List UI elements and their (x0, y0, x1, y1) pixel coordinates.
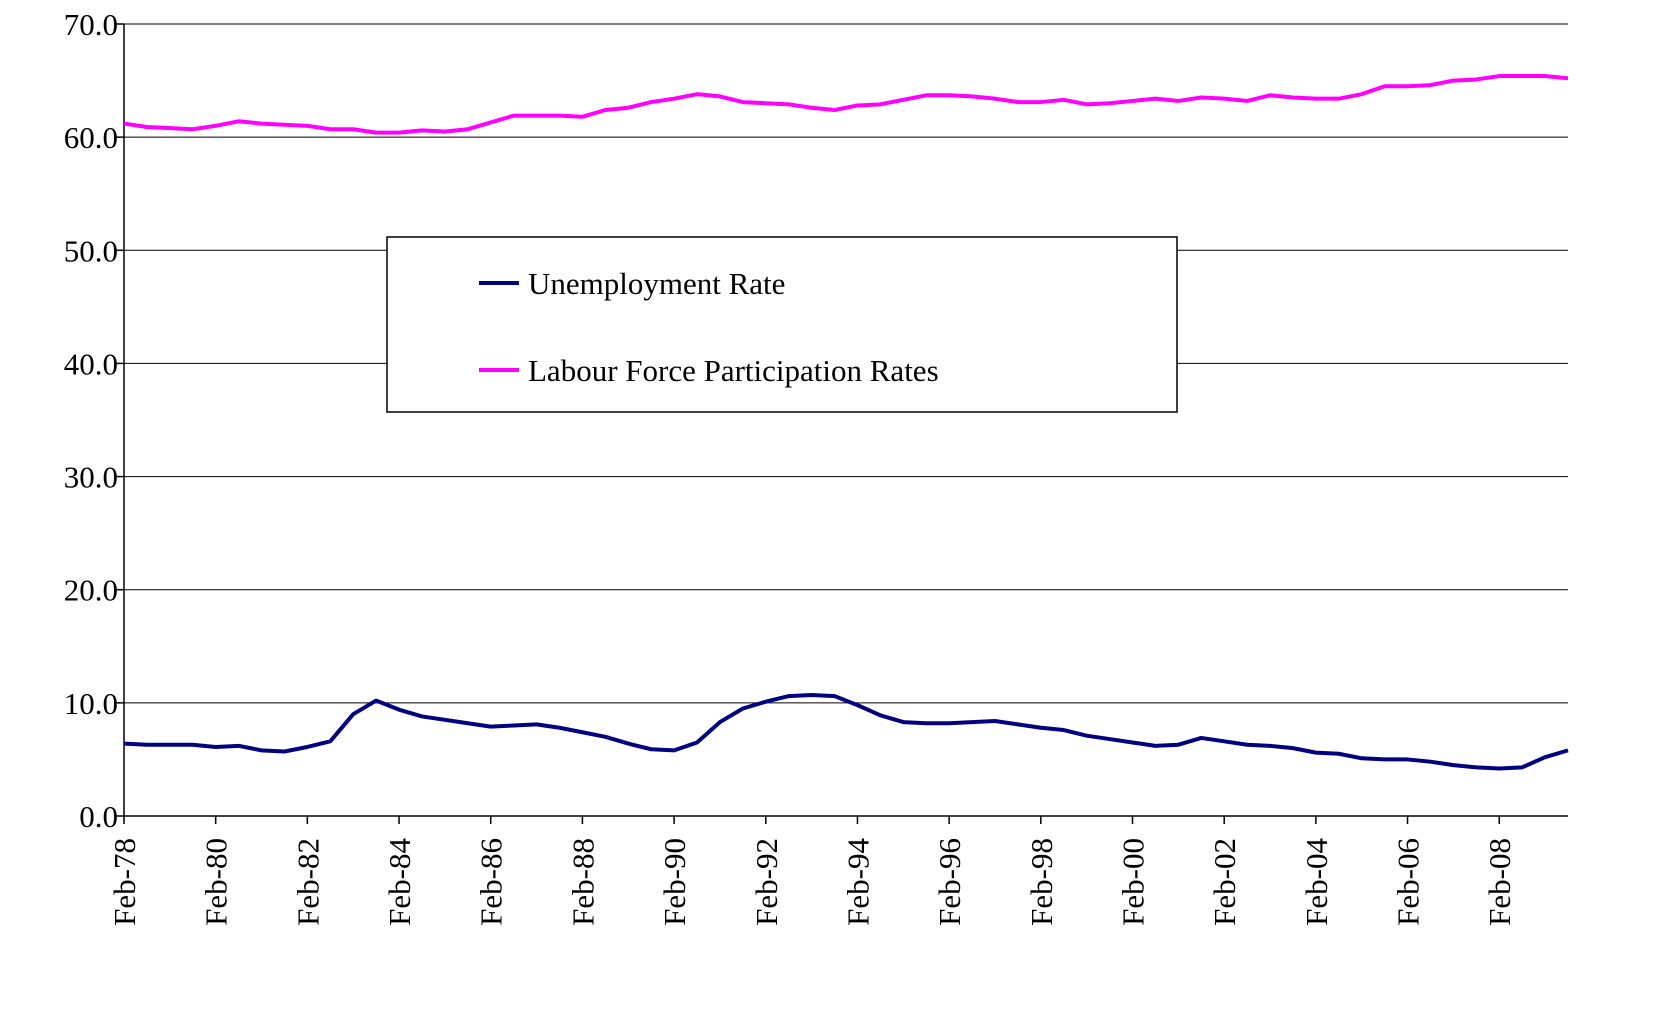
x-tick-label: Feb-88 (565, 838, 600, 926)
legend-box (386, 236, 1178, 413)
y-tick-label: 50.0 (64, 233, 118, 268)
x-tick-label: Feb-92 (749, 838, 784, 926)
data-line (123, 692, 1569, 771)
data-line (123, 74, 1569, 135)
x-tick-label: Feb-80 (199, 838, 234, 926)
legend-label: Labour Force Participation Rates (528, 353, 939, 388)
x-tick-label: Feb-86 (474, 838, 509, 926)
y-tick-label: 60.0 (64, 120, 118, 155)
y-tick-label: 70.0 (64, 7, 118, 42)
y-tick-label: 0.0 (79, 799, 118, 834)
x-tick-label: Feb-06 (1391, 838, 1426, 926)
x-tick-label: Feb-82 (290, 838, 325, 926)
x-tick-label: Feb-00 (1116, 838, 1151, 926)
x-tick-label: Feb-96 (932, 838, 967, 926)
x-tick-label: Feb-02 (1207, 838, 1242, 926)
x-tick-label: Feb-08 (1482, 838, 1517, 926)
legend: Unemployment Rate Labour Force Participat… (386, 236, 1178, 413)
x-tick-label: Feb-94 (840, 838, 875, 926)
x-tick-label: Feb-84 (382, 838, 417, 926)
y-tick-label: 20.0 (64, 573, 118, 608)
legend-label: Unemployment Rate (528, 266, 785, 301)
x-tick-label: Feb-98 (1024, 838, 1059, 926)
y-tick-label: 40.0 (64, 346, 118, 381)
x-tick-label: Feb-90 (657, 838, 692, 926)
y-tick-label: 10.0 (64, 686, 118, 721)
x-tick-label: Feb-04 (1299, 838, 1334, 926)
x-tick-label: Feb-78 (107, 838, 142, 926)
y-tick-label: 30.0 (64, 460, 118, 495)
